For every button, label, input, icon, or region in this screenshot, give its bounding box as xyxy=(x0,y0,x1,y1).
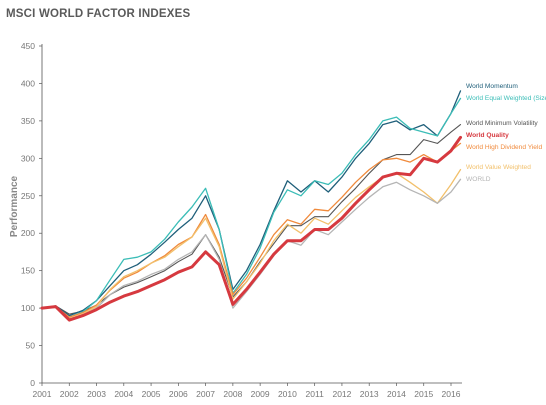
y-tick-label: 350 xyxy=(21,116,35,126)
y-tick-label: 50 xyxy=(26,341,36,351)
series-line-world-quality xyxy=(40,135,462,322)
x-tick-label: 2009 xyxy=(251,389,270,399)
chart-axes xyxy=(41,44,462,384)
legend-entry: World Quality xyxy=(466,132,509,139)
series-line-world-momentum xyxy=(41,90,462,317)
x-tick-label: 2002 xyxy=(60,389,79,399)
x-tick-label: 2013 xyxy=(360,389,379,399)
x-axis-ticks: 2001 2002 2003 2004 2005 2006 2007 2008 2009 2010… xyxy=(33,383,461,399)
legend-entry: WORLD xyxy=(466,176,491,183)
x-tick-label: 2005 xyxy=(142,389,161,399)
y-tick-label: 150 xyxy=(21,266,35,276)
legend-entry: World Value Weighted xyxy=(466,164,531,171)
y-axis-label: Performance xyxy=(9,175,20,237)
legend: World Momentum World Equal Weighted (Size… xyxy=(466,83,546,183)
x-tick-label: 2004 xyxy=(114,389,133,399)
chart-title: MSCI WORLD FACTOR INDEXES xyxy=(6,8,191,20)
y-tick-label: 200 xyxy=(21,228,35,238)
x-tick-label: 2010 xyxy=(278,389,297,399)
x-tick-label: 2008 xyxy=(223,389,242,399)
y-tick-label: 400 xyxy=(21,78,35,88)
y-tick-label: 450 xyxy=(21,41,35,51)
y-axis-ticks: 0 50 100 150 200 250 300 350 400 450 xyxy=(21,41,42,388)
x-tick-label: 2003 xyxy=(87,389,106,399)
x-tick-label: 2012 xyxy=(332,389,351,399)
legend-entry: World Minimum Volatility xyxy=(466,120,538,127)
y-tick-label: 0 xyxy=(30,378,35,388)
x-tick-label: 2015 xyxy=(414,389,433,399)
y-tick-label: 300 xyxy=(21,153,35,163)
series-lines xyxy=(40,90,462,322)
x-tick-label: 2006 xyxy=(169,389,188,399)
series-line-world-equal-weighted-size xyxy=(41,97,462,318)
y-tick-label: 250 xyxy=(21,191,35,201)
x-tick-label: 2001 xyxy=(33,389,52,399)
x-tick-label: 2011 xyxy=(306,389,325,399)
legend-entry: World High Dividend Yield xyxy=(466,144,542,151)
x-tick-label: 2007 xyxy=(196,389,215,399)
x-tick-label: 2014 xyxy=(387,389,406,399)
y-tick-label: 100 xyxy=(21,303,35,313)
legend-entry: World Momentum xyxy=(466,83,518,90)
legend-entry: World Equal Weighted (Size) xyxy=(466,95,546,102)
x-tick-label: 2016 xyxy=(442,389,461,399)
series-line-world-value-weighted xyxy=(41,168,462,320)
